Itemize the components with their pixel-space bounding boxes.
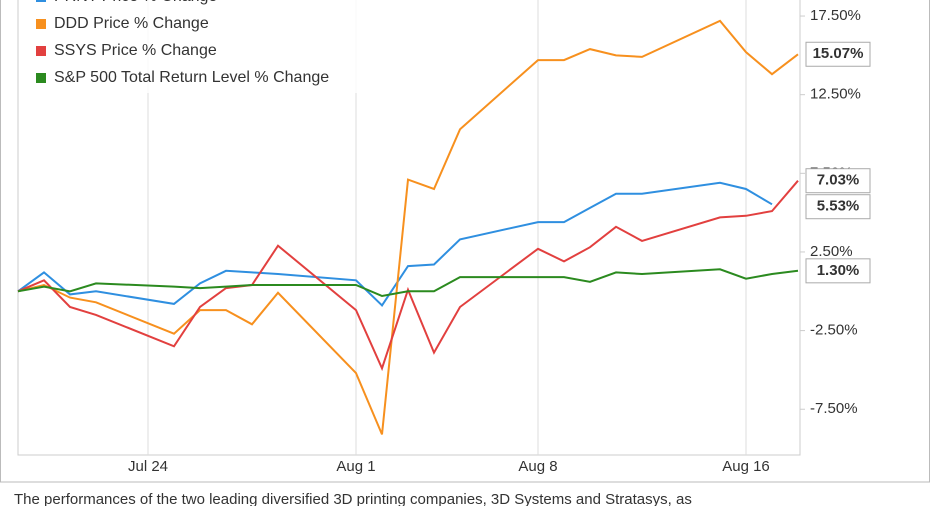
legend-swatch [36,46,46,56]
x-tick-label: Aug 16 [722,458,770,475]
legend-label: S&P 500 Total Return Level % Change [54,69,329,86]
legend-swatch [36,0,46,2]
end-label: 7.03% [817,172,860,189]
legend-box [20,0,410,93]
end-label-box [805,168,871,194]
legend-label: PRNT Price % Change [54,0,217,5]
y-tick-label: 12.50% [810,86,861,103]
caption: The performances of the two leading dive… [14,491,692,506]
end-label: 1.30% [817,262,860,279]
end-label-box [805,194,871,220]
y-tick-label: 17.50% [810,7,861,24]
end-label-box [805,41,871,67]
y-tick-label: -7.50% [810,400,858,417]
series-line [17,180,799,372]
x-tick-label: Aug 1 [336,458,375,475]
legend-swatch [36,19,46,29]
series-line [17,268,799,298]
y-tick-label: -2.50% [810,322,858,339]
series-line [17,19,799,435]
legend-label: DDD Price % Change [54,15,209,32]
x-tick-label: Jul 24 [128,458,168,475]
plot-area [17,0,801,456]
end-label-box [805,258,871,284]
series-line [17,181,773,307]
x-tick-label: Aug 8 [518,458,557,475]
legend-label: SSYS Price % Change [54,42,217,59]
legend-swatch [36,73,46,83]
end-label: 5.53% [817,198,860,215]
y-tick-label: 2.50% [810,243,853,260]
end-label: 15.07% [813,45,864,62]
